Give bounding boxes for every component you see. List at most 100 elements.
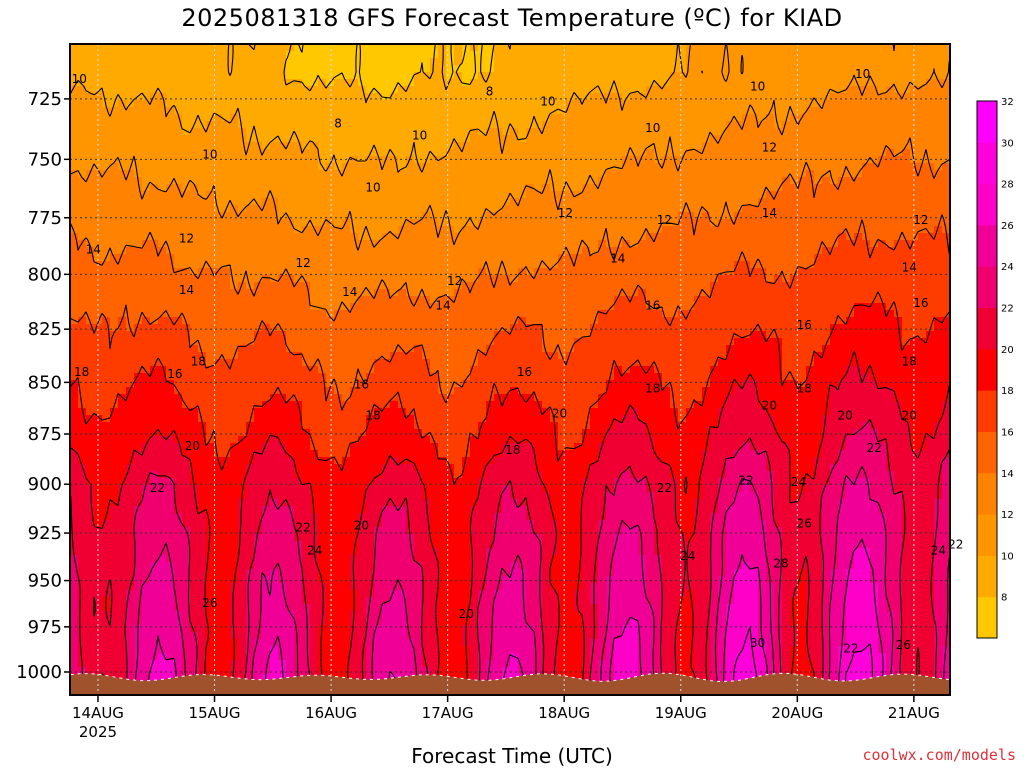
field-cell — [750, 135, 759, 143]
field-cell — [470, 86, 479, 94]
field-cell — [846, 268, 855, 276]
field-cell — [886, 240, 895, 248]
field-cell — [614, 212, 623, 220]
field-cell — [510, 289, 519, 297]
field-cell — [798, 107, 807, 115]
field-cell — [318, 44, 327, 52]
field-cell — [582, 289, 591, 297]
field-cell — [926, 226, 935, 234]
field-cell — [798, 121, 807, 129]
field-cell — [390, 100, 399, 108]
field-cell — [606, 107, 615, 115]
field-cell — [870, 261, 879, 269]
field-cell — [182, 338, 191, 346]
field-cell — [230, 184, 239, 192]
field-cell — [478, 177, 487, 185]
field-cell — [158, 205, 167, 213]
field-cell — [550, 93, 559, 101]
field-cell — [766, 58, 775, 66]
field-cell — [494, 44, 503, 52]
field-cell — [70, 142, 79, 150]
field-cell — [734, 352, 743, 360]
field-cell — [246, 254, 255, 262]
field-cell — [646, 86, 655, 94]
field-cell — [518, 65, 527, 73]
field-cell — [278, 310, 287, 318]
field-cell — [614, 44, 623, 52]
field-cell — [758, 310, 767, 318]
field-cell — [158, 296, 167, 304]
field-cell — [790, 226, 799, 234]
field-cell — [846, 135, 855, 143]
field-cell — [854, 324, 863, 332]
field-cell — [470, 282, 479, 290]
field-cell — [262, 51, 271, 59]
field-cell — [486, 51, 495, 59]
field-cell — [286, 282, 295, 290]
field-cell — [294, 289, 303, 297]
field-cell — [694, 65, 703, 73]
field-cell — [878, 79, 887, 87]
field-cell — [806, 345, 815, 353]
field-cell — [142, 44, 151, 52]
field-cell — [550, 233, 559, 241]
field-cell — [102, 352, 111, 360]
field-cell — [166, 247, 175, 255]
field-cell — [670, 345, 679, 353]
field-cell — [262, 163, 271, 171]
field-cell — [70, 100, 79, 108]
field-cell — [542, 289, 551, 297]
field-cell — [214, 86, 223, 94]
field-cell — [278, 212, 287, 220]
field-cell — [822, 226, 831, 234]
field-cell — [262, 303, 271, 311]
field-cell — [438, 282, 447, 290]
field-cell — [110, 93, 119, 101]
field-cell — [350, 275, 359, 283]
field-cell — [918, 128, 927, 136]
field-cell — [574, 219, 583, 227]
field-cell — [446, 107, 455, 115]
field-cell — [782, 233, 791, 241]
field-cell — [438, 149, 447, 157]
field-cell — [486, 282, 495, 290]
field-cell — [798, 324, 807, 332]
field-cell — [334, 58, 343, 66]
field-cell — [854, 114, 863, 122]
field-cell — [158, 128, 167, 136]
field-cell — [238, 65, 247, 73]
field-cell — [550, 135, 559, 143]
field-cell — [438, 114, 447, 122]
field-cell — [286, 317, 295, 325]
field-cell — [726, 93, 735, 101]
field-cell — [926, 205, 935, 213]
field-cell — [502, 121, 511, 129]
field-cell — [526, 65, 535, 73]
field-cell — [334, 170, 343, 178]
field-cell — [590, 240, 599, 248]
field-cell — [798, 44, 807, 52]
field-cell — [198, 324, 207, 332]
field-cell — [158, 100, 167, 108]
field-cell — [686, 163, 695, 171]
field-cell — [214, 268, 223, 276]
field-cell — [534, 100, 543, 108]
field-cell — [798, 261, 807, 269]
field-cell — [686, 65, 695, 73]
field-cell — [358, 310, 367, 318]
field-cell — [70, 303, 79, 311]
field-cell — [902, 261, 911, 269]
field-cell — [814, 107, 823, 115]
field-cell — [622, 282, 631, 290]
field-cell — [422, 149, 431, 157]
field-cell — [326, 331, 335, 339]
field-cell — [566, 142, 575, 150]
field-cell — [558, 303, 567, 311]
field-cell — [454, 205, 463, 213]
field-cell — [334, 142, 343, 150]
field-cell — [334, 121, 343, 129]
field-cell — [286, 107, 295, 115]
field-cell — [614, 142, 623, 150]
field-cell — [166, 44, 175, 52]
field-cell — [694, 163, 703, 171]
